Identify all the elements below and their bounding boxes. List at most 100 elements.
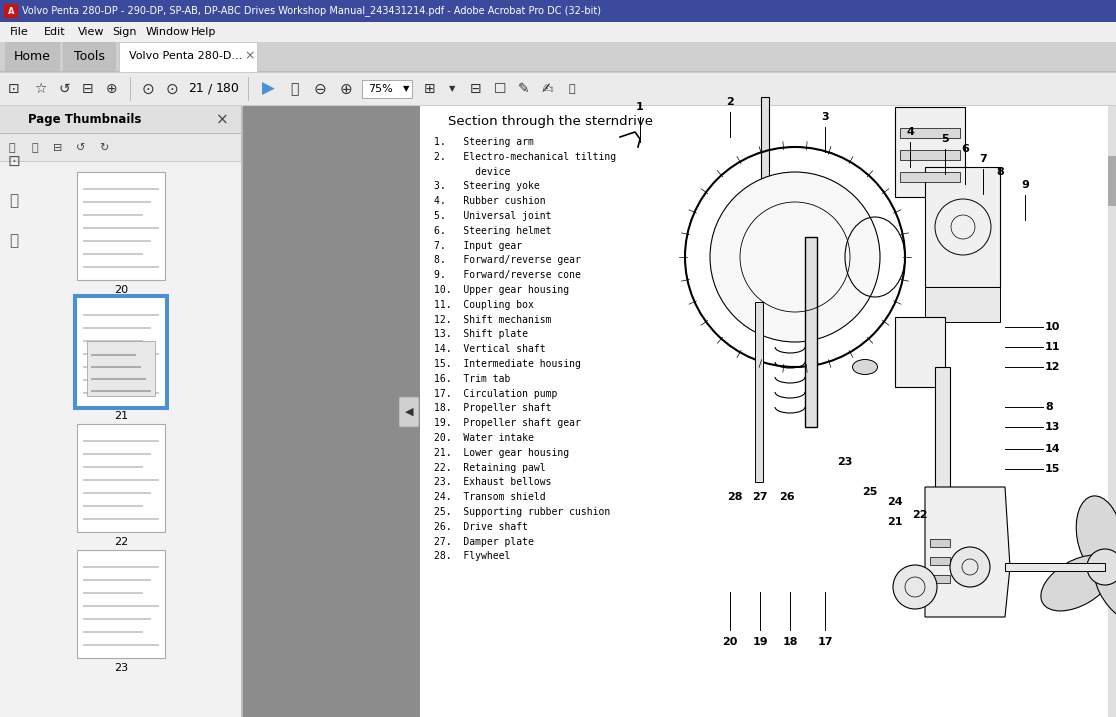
- Bar: [761, 97, 769, 217]
- Text: ⊟: ⊟: [54, 143, 62, 153]
- Text: View: View: [78, 27, 105, 37]
- Text: File: File: [10, 27, 29, 37]
- Bar: [83, 592, 143, 594]
- Text: 26.  Drive shaft: 26. Drive shaft: [434, 522, 528, 532]
- Bar: [83, 518, 158, 520]
- Text: 14.  Vertical shaft: 14. Vertical shaft: [434, 344, 546, 354]
- Text: 15.  Intermediate housing: 15. Intermediate housing: [434, 359, 580, 369]
- Text: 180: 180: [217, 82, 240, 95]
- Text: 21: 21: [114, 411, 128, 421]
- Bar: [899, 150, 960, 160]
- Text: 17: 17: [817, 637, 833, 647]
- Text: 6: 6: [961, 144, 969, 154]
- Bar: [83, 201, 151, 203]
- Bar: [87, 341, 155, 396]
- Text: 12: 12: [1045, 362, 1060, 372]
- Bar: [0, 42, 1116, 72]
- Bar: [362, 80, 412, 98]
- Text: 11.  Coupling box: 11. Coupling box: [434, 300, 533, 310]
- Text: Volvo Penta 280-D...: Volvo Penta 280-D...: [129, 51, 242, 61]
- Bar: [83, 253, 143, 255]
- Bar: [925, 287, 1000, 322]
- Text: 25.  Supporting rubber cushion: 25. Supporting rubber cushion: [434, 507, 610, 517]
- Ellipse shape: [1097, 531, 1116, 581]
- Text: ⊙: ⊙: [165, 82, 179, 97]
- Text: 15: 15: [1045, 464, 1060, 474]
- Bar: [0, 134, 242, 162]
- Text: ⊖: ⊖: [314, 82, 326, 97]
- Text: Home: Home: [13, 49, 50, 62]
- Text: 26: 26: [779, 492, 795, 502]
- Bar: [83, 492, 151, 494]
- Text: 14: 14: [1045, 444, 1060, 454]
- Text: 22.  Retaining pawl: 22. Retaining pawl: [434, 462, 546, 473]
- Text: 20.  Water intake: 20. Water intake: [434, 433, 533, 443]
- Bar: [83, 631, 143, 633]
- Bar: [935, 367, 950, 597]
- Bar: [83, 214, 143, 216]
- Text: ▼: ▼: [449, 85, 455, 93]
- Text: 23: 23: [114, 663, 128, 673]
- Text: Help: Help: [191, 27, 217, 37]
- Text: 21: 21: [887, 517, 903, 527]
- Text: 24.  Transom shield: 24. Transom shield: [434, 492, 546, 502]
- Text: 16.  Trim tab: 16. Trim tab: [434, 374, 510, 384]
- Bar: [895, 317, 945, 387]
- Bar: [119, 42, 257, 72]
- Text: 17.  Circulation pump: 17. Circulation pump: [434, 389, 557, 399]
- Text: ◀: ◀: [405, 407, 413, 417]
- Text: 28.  Flywheel: 28. Flywheel: [434, 551, 510, 561]
- Text: ↺: ↺: [58, 82, 70, 96]
- Text: ✎: ✎: [518, 82, 530, 96]
- Bar: [0, 0, 1116, 22]
- Bar: [0, 161, 242, 162]
- Text: 24: 24: [887, 497, 903, 507]
- Bar: [0, 72, 1116, 73]
- Text: ↻: ↻: [99, 143, 108, 153]
- Text: ⊕: ⊕: [106, 82, 118, 96]
- Bar: [83, 453, 151, 455]
- Bar: [930, 557, 950, 565]
- Bar: [92, 354, 136, 356]
- Text: 23: 23: [837, 457, 853, 467]
- Bar: [83, 366, 151, 368]
- Text: 8: 8: [1045, 402, 1052, 412]
- Text: ☆: ☆: [33, 82, 46, 96]
- Text: 2: 2: [727, 97, 734, 107]
- Text: 21: 21: [189, 82, 204, 95]
- Text: 7.   Input gear: 7. Input gear: [434, 241, 522, 251]
- Bar: [83, 618, 151, 620]
- Text: 22: 22: [114, 537, 128, 547]
- Text: ✍: ✍: [542, 82, 554, 96]
- Text: 18: 18: [782, 637, 798, 647]
- Bar: [930, 575, 950, 583]
- Text: 🔒: 🔒: [569, 84, 576, 94]
- Bar: [77, 424, 165, 532]
- Bar: [83, 466, 143, 468]
- Bar: [0, 106, 242, 717]
- Text: ⊡: ⊡: [8, 82, 20, 96]
- Text: 13.  Shift plate: 13. Shift plate: [434, 329, 528, 339]
- Text: /: /: [208, 82, 212, 95]
- Bar: [83, 353, 158, 355]
- Bar: [83, 566, 158, 568]
- Text: 📄: 📄: [9, 143, 16, 153]
- Text: ×: ×: [244, 49, 256, 62]
- Circle shape: [950, 547, 990, 587]
- Circle shape: [1087, 549, 1116, 585]
- Text: 1: 1: [636, 102, 644, 112]
- Text: Volvo Penta 280-DP - 290-DP, SP-AB, DP-ABC Drives Workshop Manual_243431214.pdf : Volvo Penta 280-DP - 290-DP, SP-AB, DP-A…: [22, 6, 602, 16]
- Text: ▶: ▶: [261, 80, 275, 98]
- Bar: [77, 172, 165, 280]
- Circle shape: [710, 172, 881, 342]
- Bar: [83, 240, 151, 242]
- Text: 23.  Exhaust bellows: 23. Exhaust bellows: [434, 478, 551, 488]
- Bar: [83, 266, 158, 268]
- FancyBboxPatch shape: [400, 397, 418, 427]
- Text: 3: 3: [821, 112, 829, 122]
- Bar: [0, 106, 242, 134]
- Bar: [77, 298, 165, 406]
- Text: 3.   Steering yoke: 3. Steering yoke: [434, 181, 540, 191]
- Bar: [756, 302, 763, 482]
- Bar: [0, 71, 1116, 72]
